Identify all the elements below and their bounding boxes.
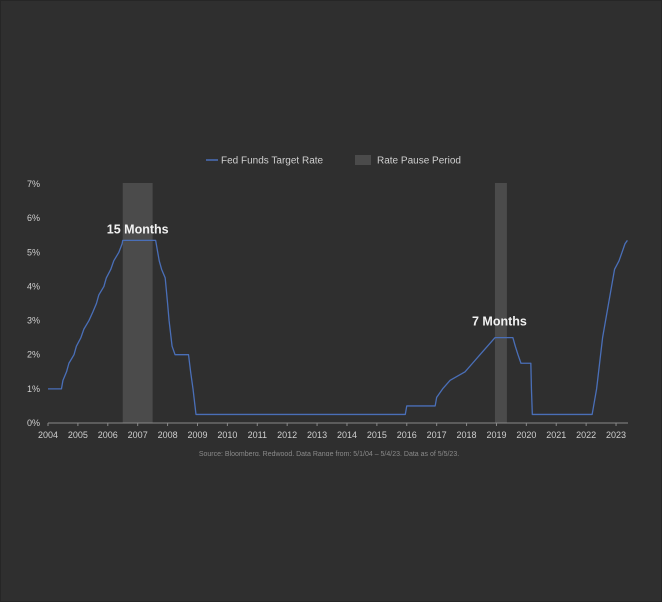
- y-tick-label-3: 3%: [27, 316, 40, 326]
- pause-band-2: [494, 183, 507, 423]
- x-tick-label-2006: 2006: [98, 430, 118, 440]
- x-tick-label-2021: 2021: [546, 430, 566, 440]
- axes: 2004 2005 2006 2007 2008 2009 2010 2011 2012 2013…: [27, 179, 628, 440]
- x-tick-label-2022: 2022: [576, 430, 596, 440]
- y-tick-label-7: 7%: [27, 179, 40, 189]
- x-tick-label-2016: 2016: [397, 430, 417, 440]
- x-tick-label-2015: 2015: [367, 430, 387, 440]
- pause-bands: [122, 183, 507, 423]
- y-tick-label-5: 5%: [27, 247, 40, 257]
- x-tick-label-2013: 2013: [307, 430, 327, 440]
- x-tick-label-2011: 2011: [248, 430, 267, 440]
- legend-band-swatch: [355, 155, 371, 165]
- series-line-fed-funds-rate: [48, 239, 628, 416]
- pause-band-1: [122, 183, 153, 423]
- y-tick-label-0: 0%: [27, 418, 40, 428]
- x-tick-label-2017: 2017: [427, 430, 447, 440]
- source-text: Source: Bloomberg, Redwood. Data Range f…: [199, 451, 459, 458]
- x-tick-label-2010: 2010: [217, 430, 237, 440]
- x-tick-label-2023: 2023: [606, 430, 626, 440]
- x-tick-label-2014: 2014: [337, 430, 357, 440]
- source-note: Source: Bloomberg, Redwood. Data Range f…: [199, 451, 459, 458]
- annotation-1: 15 Months: [107, 223, 169, 237]
- x-tick-label-2005: 2005: [68, 430, 88, 440]
- legend-line-label: Fed Funds Target Rate: [221, 156, 324, 167]
- x-tick-label-2007: 2007: [128, 430, 148, 440]
- y-tick-label-1: 1%: [27, 384, 40, 394]
- x-tick-label-2008: 2008: [158, 430, 178, 440]
- x-tick-label-2009: 2009: [187, 430, 207, 440]
- x-tick-label-2012: 2012: [277, 430, 297, 440]
- x-tick-label-2018: 2018: [457, 430, 477, 440]
- series-group: [48, 239, 628, 416]
- annotation-2: 7 Months: [472, 315, 527, 329]
- x-tick-label-2019: 2019: [486, 430, 506, 440]
- legend-band-label: Rate Pause Period: [377, 156, 461, 167]
- y-tick-label-6: 6%: [27, 213, 40, 223]
- annotations: 15 Months 7 Months: [107, 223, 527, 329]
- legend: Fed Funds Target Rate Rate Pause Period: [206, 155, 461, 167]
- y-tick-label-2: 2%: [27, 350, 40, 360]
- y-tick-label-4: 4%: [27, 281, 40, 291]
- x-tick-label-2004: 2004: [38, 430, 58, 440]
- x-tick-label-2020: 2020: [516, 430, 536, 440]
